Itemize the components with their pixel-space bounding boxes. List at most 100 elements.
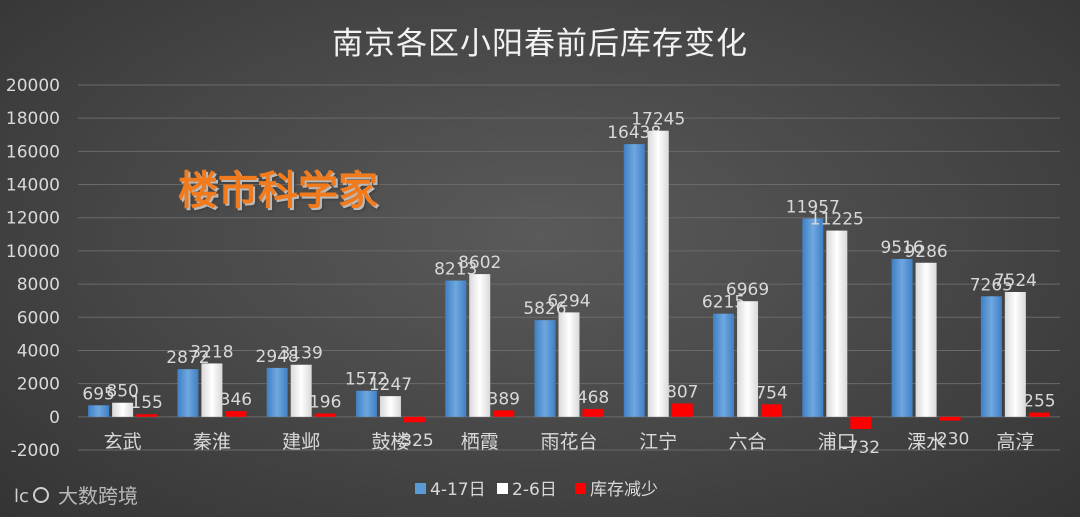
bar <box>290 364 312 417</box>
bar <box>403 416 425 423</box>
legend-swatch <box>575 483 586 494</box>
bar <box>558 312 580 417</box>
y-tick-label: 14000 <box>6 176 60 196</box>
bar <box>225 411 247 417</box>
legend-swatch <box>497 483 508 494</box>
legend-label: 4-17日 <box>430 480 486 500</box>
bar <box>891 258 913 417</box>
watermark-logo-icon: lc <box>14 486 49 506</box>
bar <box>737 301 759 417</box>
x-tick-label: 鼓楼 <box>371 431 409 453</box>
data-label: 9516 <box>880 238 923 258</box>
data-label: 1572 <box>345 370 388 390</box>
y-tick-label: 6000 <box>17 308 60 328</box>
data-label: 6215 <box>702 293 745 313</box>
x-tick-label: 溧水 <box>907 431 945 453</box>
x-tick-label: 六合 <box>729 431 767 453</box>
data-label: 1247 <box>369 375 412 395</box>
x-tick-label: 浦口 <box>818 431 856 453</box>
legend-label: 库存减少 <box>590 480 658 500</box>
data-label: 8213 <box>434 260 477 280</box>
y-tick-label: 16000 <box>6 142 60 162</box>
bar <box>671 403 693 417</box>
y-tick-label: 8000 <box>17 275 60 295</box>
bar <box>201 363 223 417</box>
chart-title: 南京各区小阳春前后库存变化 <box>332 26 748 62</box>
bar <box>713 313 735 417</box>
y-tick-label: 10000 <box>6 242 60 262</box>
bar <box>469 274 491 417</box>
bar <box>915 262 937 417</box>
bar <box>112 402 134 417</box>
y-tick-label: 18000 <box>6 109 60 129</box>
x-tick-label: 高淳 <box>996 431 1034 453</box>
data-label: -230 <box>931 430 970 450</box>
watermark: lc 大数跨境 <box>14 480 138 509</box>
data-label: -732 <box>842 438 881 458</box>
data-label: 255 <box>1023 392 1055 412</box>
data-label: -325 <box>395 431 434 451</box>
data-label: 468 <box>577 388 609 408</box>
data-label: 807 <box>666 382 698 402</box>
bar <box>88 405 110 417</box>
svg-text:lc: lc <box>14 486 29 506</box>
y-tick-label: 0 <box>49 408 60 428</box>
data-label: 6969 <box>726 280 769 300</box>
bar <box>1028 412 1050 417</box>
y-tick-label: 12000 <box>6 209 60 229</box>
data-label: 11225 <box>810 210 864 230</box>
bar <box>493 410 515 417</box>
data-label: 7265 <box>970 275 1013 295</box>
bar <box>177 369 199 417</box>
bar <box>623 144 645 417</box>
x-tick-label: 玄武 <box>104 431 142 453</box>
bar <box>761 404 783 417</box>
y-tick-label: 4000 <box>17 341 60 361</box>
y-tick-label: 20000 <box>6 76 60 96</box>
bar <box>802 218 824 417</box>
bar <box>266 367 288 417</box>
legend-swatch <box>415 483 426 494</box>
bar <box>826 230 848 417</box>
data-label: 8602 <box>458 253 501 273</box>
bar <box>647 130 669 417</box>
data-label: 389 <box>488 389 520 409</box>
x-tick-label: 江宁 <box>639 431 677 453</box>
brand-label: 楼市科学家 <box>178 168 378 214</box>
data-label: 695 <box>82 384 114 404</box>
data-label: 11957 <box>786 197 840 217</box>
x-tick-label: 栖霞 <box>461 431 499 453</box>
data-label: 9286 <box>904 242 947 262</box>
data-label: 7524 <box>994 271 1037 291</box>
bar <box>980 296 1002 417</box>
y-tick-label: -2000 <box>11 441 60 461</box>
data-label: 6294 <box>547 291 590 311</box>
data-label: 346 <box>220 390 252 410</box>
legend-label: 2-6日 <box>512 480 557 500</box>
bar <box>1004 291 1026 417</box>
data-label: 754 <box>755 383 787 403</box>
data-label: 850 <box>106 382 138 402</box>
bar <box>355 390 377 417</box>
bar <box>445 280 467 417</box>
x-tick-label: 建邺 <box>282 431 320 453</box>
data-label: 2948 <box>256 347 299 367</box>
data-label: 5826 <box>523 299 566 319</box>
x-tick-label: 雨花台 <box>540 431 597 453</box>
data-label: 155 <box>130 393 162 413</box>
bar <box>850 416 872 429</box>
watermark-text: 大数跨境 <box>58 484 138 508</box>
x-tick-label: 秦淮 <box>193 431 231 453</box>
bar <box>136 414 158 417</box>
bar <box>314 413 336 417</box>
y-tick-label: 2000 <box>17 375 60 395</box>
data-label: 2872 <box>166 348 209 368</box>
bar <box>379 396 401 417</box>
data-label: 17245 <box>631 110 685 130</box>
data-label: 3139 <box>280 344 323 364</box>
data-label: 196 <box>309 393 341 413</box>
bar <box>534 320 556 417</box>
bar <box>939 416 961 421</box>
data-label: 3218 <box>190 342 233 362</box>
